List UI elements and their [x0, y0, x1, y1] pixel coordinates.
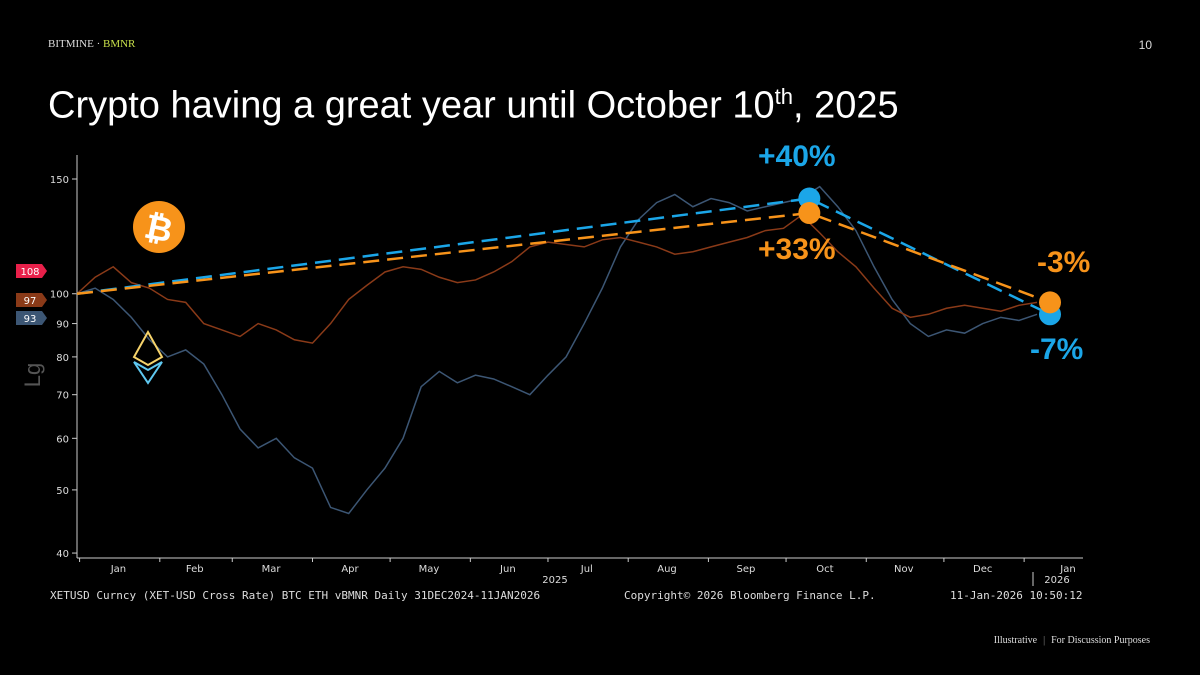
trend-marker [798, 202, 821, 225]
month-label: Dec [973, 564, 992, 575]
month-label: May [419, 564, 440, 575]
month-label: Feb [186, 564, 204, 575]
y-axis-label: Lg [20, 363, 45, 387]
bitcoin-icon [133, 201, 185, 253]
month-label: Jul [580, 564, 593, 575]
month-label: Aug [657, 564, 677, 575]
btc-peak-label: +33% [758, 233, 836, 266]
eth-last-label-bg [16, 311, 47, 325]
year-label: 2026 [1044, 575, 1069, 586]
trendline [76, 211, 1051, 304]
month-label: Apr [341, 564, 359, 575]
page-title: Crypto having a great year until October… [48, 84, 899, 128]
y-tick-label: 60 [56, 434, 69, 445]
ethereum-icon [132, 329, 164, 367]
y-tick-label: 40 [56, 549, 69, 560]
bmnr-last-label: 108 [20, 267, 39, 278]
separator: · [96, 38, 101, 50]
series-eth [76, 185, 1038, 515]
trendline [76, 197, 1051, 316]
btc-last-label: 97 [24, 296, 37, 307]
disclaimer-right: For Discussion Purposes [1051, 635, 1150, 646]
month-label: Sep [737, 564, 756, 575]
disclaimer-left: Illustrative [993, 635, 1038, 646]
month-label: Mar [262, 564, 282, 575]
title-text: Crypto having a great year until October… [48, 84, 775, 127]
header-brand: BITMINE · BMNR [48, 38, 135, 50]
eth-peak-label: +40% [758, 140, 836, 173]
title-tail: , 2025 [792, 84, 899, 127]
year-label: 2025 [542, 575, 567, 586]
eth-current-label: -7% [1030, 333, 1084, 366]
month-label: Jan [110, 564, 126, 575]
month-label: Jan [1059, 564, 1075, 575]
month-label: Nov [894, 564, 914, 575]
y-tick-label: 50 [56, 486, 69, 497]
timestamp: 11-Jan-2026 10:50:12 [950, 589, 1083, 602]
disclaimer-sep: | [1043, 635, 1046, 646]
month-label: Jun [499, 564, 516, 575]
source-note: XETUSD Curncy (XET-USD Cross Rate) BTC E… [50, 589, 541, 602]
series-btc [76, 214, 1038, 344]
y-tick-label: 80 [56, 353, 69, 364]
ticker: BMNR [103, 38, 136, 50]
month-label: Oct [816, 564, 833, 575]
brand-name: BITMINE [48, 38, 94, 50]
page-number: 10 [1138, 38, 1152, 52]
copyright: Copyright© 2026 Bloomberg Finance L.P. [624, 589, 876, 602]
title-sup: th [774, 84, 793, 109]
disclaimer: Illustrative | For Discussion Purposes [994, 635, 1150, 646]
y-tick-label: 150 [50, 175, 69, 186]
ethereum-icon-lower [133, 361, 163, 385]
bmnr-last-label-bg [16, 264, 47, 278]
btc-current-label: -3% [1037, 246, 1091, 279]
y-tick-label: 70 [56, 391, 69, 402]
btc-last-label-bg [16, 293, 47, 307]
y-tick-label: 90 [56, 320, 69, 331]
y-tick-label: 100 [50, 290, 69, 301]
trend-marker [1039, 291, 1061, 314]
eth-last-label: 93 [24, 314, 37, 325]
